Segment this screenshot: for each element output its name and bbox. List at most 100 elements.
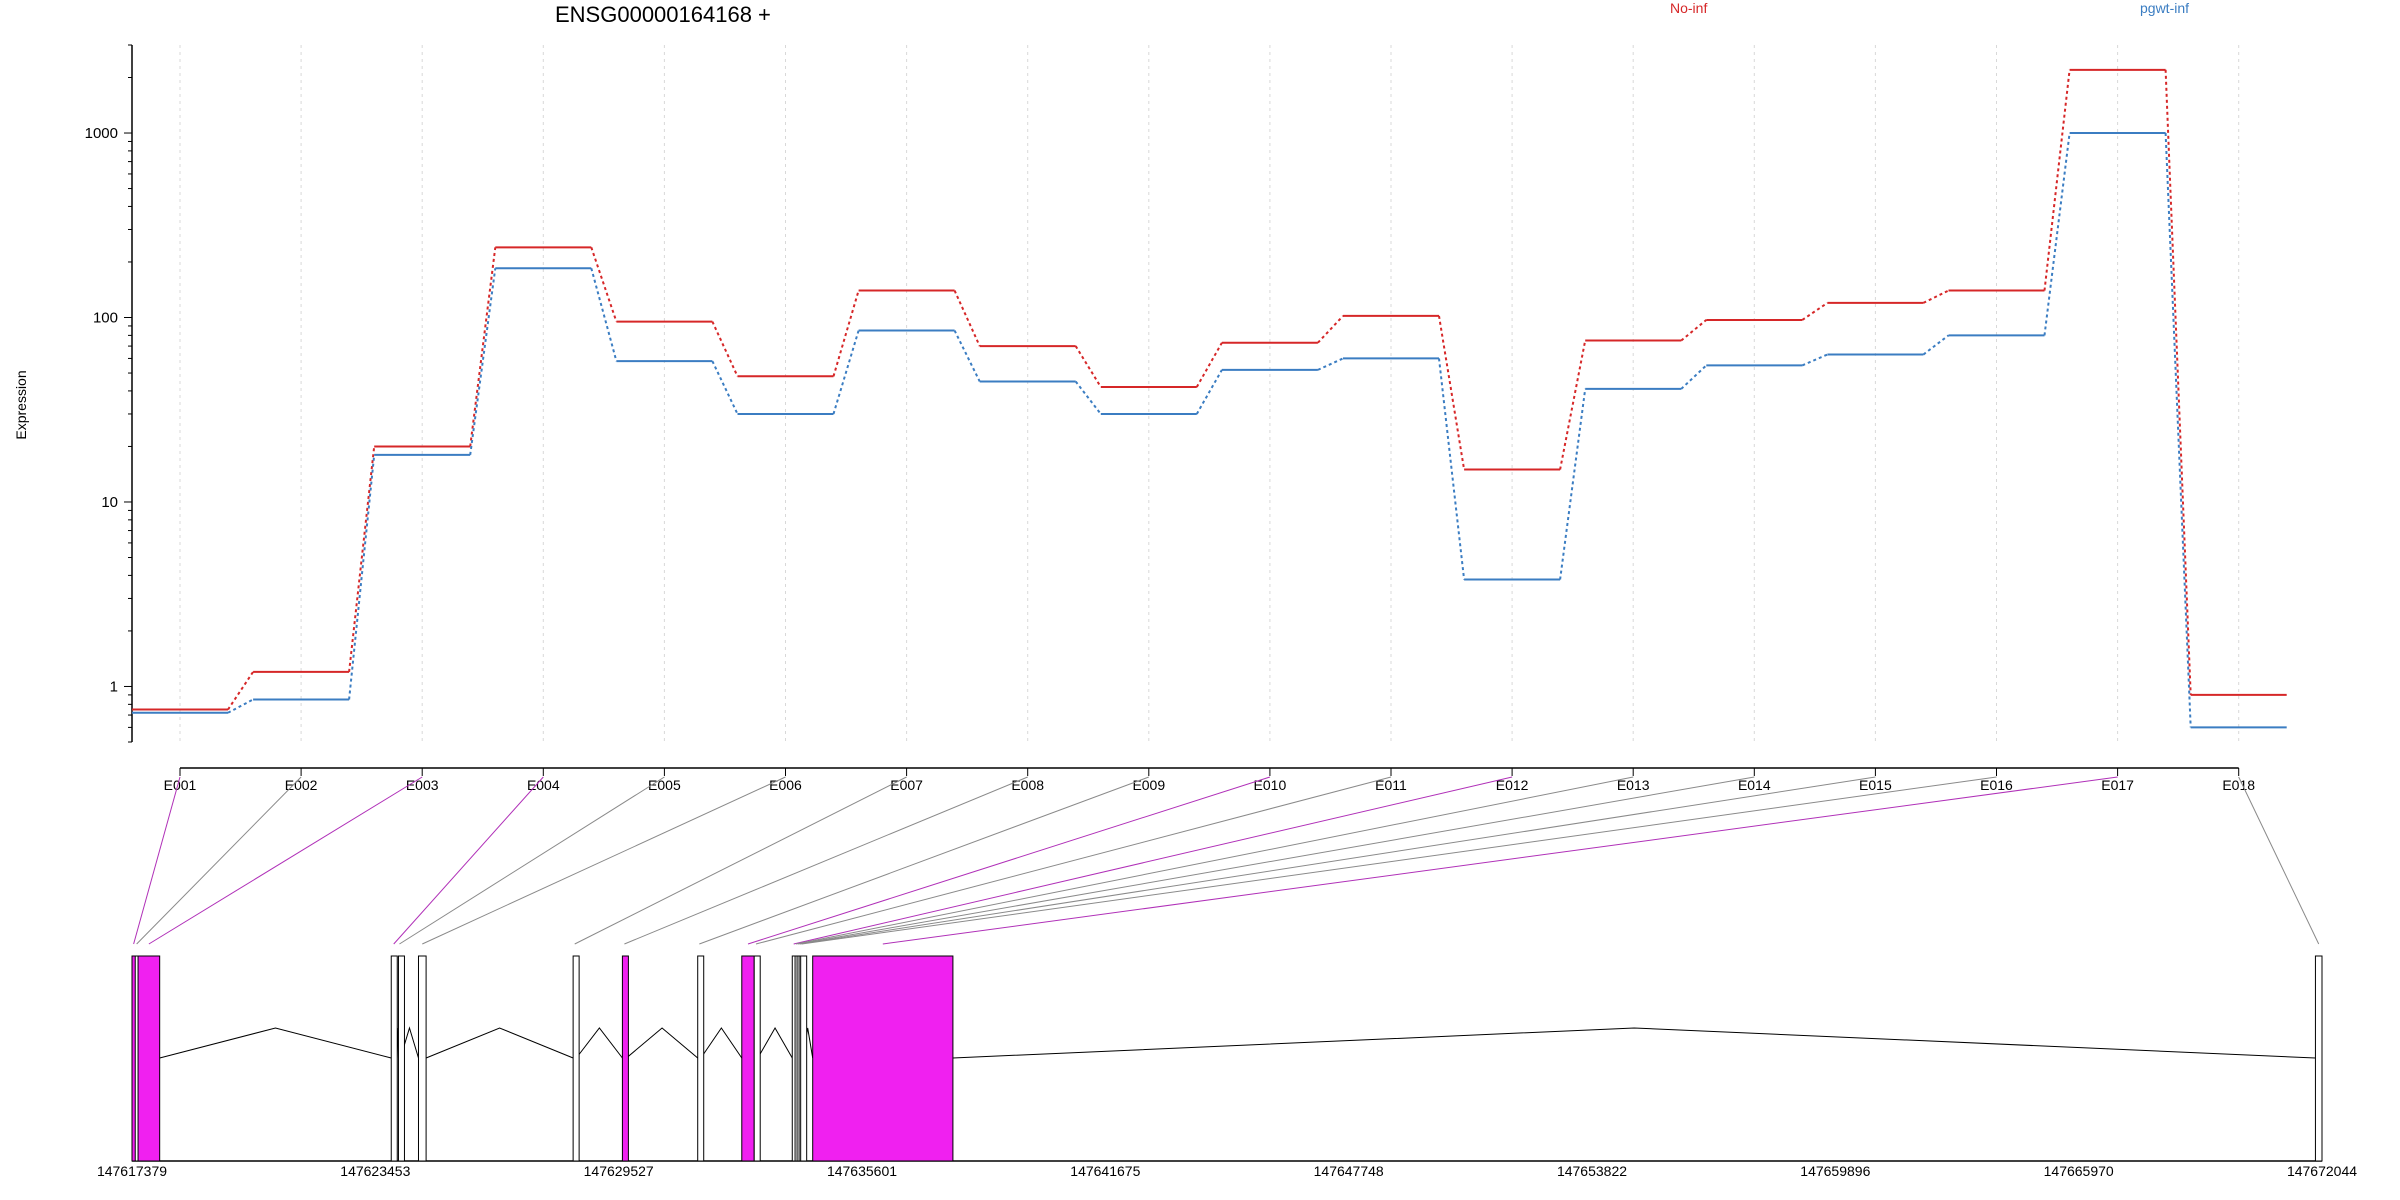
x-tick-label: E003	[406, 777, 439, 793]
data-connector	[348, 454, 376, 700]
connector-E005	[399, 776, 665, 945]
connector-E010	[747, 776, 1271, 945]
connector-E017	[882, 776, 2118, 945]
data-connector	[1680, 319, 1707, 342]
data-connector	[1559, 388, 1587, 580]
series-pgwt-inf	[132, 132, 2287, 729]
data-connector	[2164, 132, 2192, 728]
y-tick-label: 1000	[85, 125, 118, 142]
data-connector	[1074, 380, 1102, 415]
data-connector	[1195, 342, 1223, 388]
coordinate-label: 147623453	[340, 1163, 410, 1179]
x-tick-label: E015	[1859, 777, 1892, 793]
data-connector	[590, 267, 618, 362]
data-connector	[348, 446, 376, 672]
connector-E004	[393, 776, 544, 945]
data-connector	[1801, 353, 1828, 367]
data-connector	[227, 671, 254, 711]
data-connector	[711, 360, 739, 415]
x-axis: E001 E002 E003 E004 E005 E006 E007 E008 E009 E010…	[164, 767, 2255, 793]
intron	[159, 1027, 392, 1059]
x-tick-label: E014	[1738, 777, 1771, 793]
data-connector	[1559, 340, 1587, 470]
data-connector	[711, 321, 739, 377]
legend-entry-no-inf: No-inf	[1670, 0, 1708, 16]
data-connector	[1195, 369, 1223, 415]
data-connector	[832, 290, 860, 377]
x-tick-label: E008	[1011, 777, 1044, 793]
exon-box-E008	[621, 955, 629, 1162]
coordinate-label: 147629527	[584, 1163, 654, 1179]
data-connector	[1074, 345, 1102, 388]
coordinate-label: 147647748	[1314, 1163, 1384, 1179]
x-tick-label: E013	[1617, 777, 1650, 793]
exon-box-E010	[741, 955, 755, 1162]
exon-box-E003	[137, 955, 161, 1162]
y-axis-label: Expression	[13, 370, 29, 439]
data-connector	[469, 268, 497, 456]
data-connector	[590, 247, 618, 322]
connector-E003	[148, 776, 423, 945]
intron	[700, 1027, 743, 1059]
data-connector	[953, 330, 981, 382]
exon-box-E009	[697, 955, 705, 1162]
y-tick-label: 10	[101, 494, 118, 511]
x-tick-label: E018	[2222, 777, 2255, 793]
coordinate-label: 147635601	[827, 1163, 897, 1179]
exon-box-E016	[800, 955, 808, 1162]
exon-box-E017	[812, 955, 954, 1162]
x-tick-label: E012	[1496, 777, 1529, 793]
data-connector	[1922, 289, 1949, 304]
connector-E015	[799, 776, 1876, 945]
connector-E001	[133, 776, 181, 945]
x-tick-label: E016	[1980, 777, 2013, 793]
exon-box-E018	[2314, 955, 2323, 1162]
data-connector	[2043, 69, 2071, 291]
connector-E018	[2238, 776, 2320, 945]
exon-box-E011	[753, 955, 761, 1162]
intron	[575, 1027, 623, 1059]
exon-box-E007	[572, 955, 580, 1162]
connector-E013	[795, 776, 1634, 945]
data-connector	[2164, 69, 2192, 695]
connector-E016	[801, 776, 1997, 945]
x-tick-label: E017	[2101, 777, 2134, 793]
data-connector	[469, 247, 497, 447]
intron	[757, 1026, 793, 1059]
data-connector	[1317, 315, 1344, 344]
data-connector	[227, 698, 254, 714]
connector-E006	[422, 776, 786, 945]
connector-E008	[624, 776, 1028, 945]
x-tick-label: E005	[648, 777, 681, 793]
y-axis: Expression 1 10 100 1000	[13, 44, 133, 743]
connector-E009	[699, 776, 1149, 945]
coordinate-label: 147617379	[97, 1163, 167, 1179]
data-connector	[953, 290, 981, 347]
x-tick-label: E001	[164, 777, 197, 793]
x-tick-label: E006	[769, 777, 802, 793]
connector-E014	[797, 776, 1755, 945]
coordinate-label: 147653822	[1557, 1163, 1627, 1179]
data-connector	[832, 330, 860, 415]
coordinate-label: 147659896	[1800, 1163, 1870, 1179]
data-connector	[2043, 132, 2071, 336]
x-tick-label: E010	[1254, 777, 1287, 793]
x-tick-label: E004	[527, 777, 560, 793]
x-tick-label: E002	[285, 777, 318, 793]
connector-E007	[574, 776, 907, 945]
intron	[952, 1027, 2316, 1059]
data-connector	[1922, 334, 1950, 356]
exon-box-E004	[390, 955, 398, 1162]
data-connector	[1680, 364, 1707, 390]
exon-box-E005	[397, 955, 405, 1162]
x-tick-label: E007	[890, 777, 923, 793]
coordinate-label: 147641675	[1070, 1163, 1140, 1179]
intron	[626, 1027, 699, 1059]
chart-title: ENSG00000164168 +	[555, 2, 771, 27]
gene-model: 147617379 147623453 147629527 147635601 1476…	[97, 955, 2357, 1179]
exon-box-E006	[417, 955, 427, 1162]
series-lines	[132, 68, 2287, 729]
coordinate-label: 147672044	[2287, 1163, 2357, 1179]
intron	[425, 1027, 574, 1059]
